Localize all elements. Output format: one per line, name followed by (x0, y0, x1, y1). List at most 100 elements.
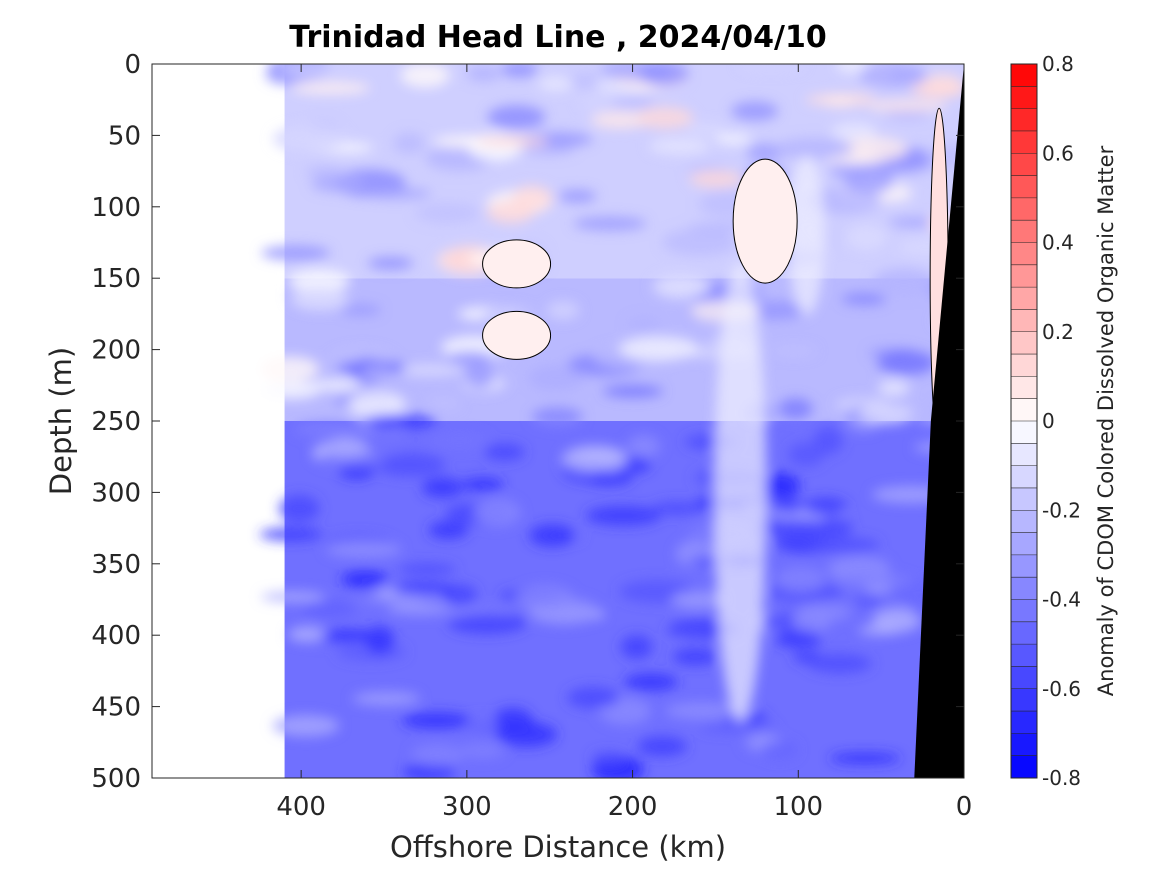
field-patch (272, 125, 348, 153)
colorbar-swatch (1011, 331, 1037, 355)
field-patch (672, 648, 719, 666)
field-patch (831, 122, 877, 142)
field-patch (585, 505, 662, 526)
colorbar-swatch (1011, 487, 1037, 511)
y-tick-label: 150 (91, 264, 141, 294)
field-patch (755, 518, 835, 538)
colorbar-swatch (1011, 309, 1037, 333)
chart-title: Trinidad Head Line , 2024/04/10 (289, 20, 826, 55)
colorbar-swatch (1011, 220, 1037, 243)
field-patch (365, 626, 395, 654)
colorbar-tick-label: -0.8 (1042, 766, 1081, 790)
field-patch (516, 584, 574, 612)
field-patch (877, 350, 936, 376)
field-patch (689, 170, 744, 188)
x-tick-label: 0 (956, 792, 973, 822)
colorbar-tick-label: 0.6 (1042, 141, 1074, 165)
field-patch (400, 64, 450, 88)
field-patch (352, 691, 421, 706)
field-patch (636, 107, 694, 129)
zero-contour-2 (482, 310, 552, 360)
field-patch (528, 364, 585, 391)
field-patch (774, 137, 854, 160)
x-tick-label: 400 (276, 792, 326, 822)
field-patch (272, 715, 340, 737)
y-axis-label: Depth (m) (44, 347, 78, 495)
field-patch (858, 403, 913, 425)
colorbar-swatch (1011, 621, 1037, 645)
colorbar-swatch (1011, 108, 1037, 132)
anomaly-field (259, 64, 964, 778)
y-tick-label: 450 (91, 693, 141, 723)
field-patch (529, 523, 576, 547)
field-patch (305, 166, 344, 177)
field-patch (279, 64, 336, 77)
field-patch (584, 470, 633, 486)
x-tick-label: 200 (608, 792, 658, 822)
y-axis-ticks: 0 50 100 150 200 250 300 350 400 450 500 (91, 50, 964, 794)
field-patch (844, 167, 895, 194)
field-patch (807, 653, 872, 674)
field-patch (486, 200, 534, 224)
y-tick-label: 250 (91, 407, 141, 437)
colorbar-swatch (1011, 510, 1037, 534)
field-patch (310, 379, 362, 392)
field-patch (662, 228, 739, 256)
field-patch (775, 630, 822, 648)
field-patch (648, 137, 710, 155)
field-patch (322, 629, 375, 643)
field-patch (778, 398, 813, 420)
colorbar-swatch (1011, 755, 1037, 779)
field-patch (340, 570, 389, 589)
field-patch (774, 499, 805, 514)
field-patch (496, 722, 558, 748)
x-tick-label: 300 (442, 792, 492, 822)
colorbar-swatch (1011, 354, 1037, 377)
field-patch (363, 427, 402, 455)
colorbar-swatch (1011, 554, 1037, 578)
field-patch (590, 111, 650, 129)
field-patch (464, 715, 499, 735)
field-patch (311, 175, 366, 193)
field-patch (651, 273, 707, 300)
colorbar-swatch (1011, 64, 1037, 87)
colorbar-swatch (1011, 153, 1037, 177)
field-patch (833, 573, 913, 589)
field-patch (558, 189, 597, 203)
field-patch (393, 132, 425, 154)
colorbar-tick-label: -0.6 (1042, 677, 1081, 701)
field-patch (361, 366, 391, 380)
field-patch (872, 268, 936, 296)
field-patch (387, 603, 452, 615)
field-patch (627, 317, 662, 333)
field-patch (375, 453, 446, 477)
colorbar-swatch (1011, 666, 1037, 690)
field-patch (325, 541, 402, 558)
y-tick-label: 350 (91, 550, 141, 580)
field-patch (699, 722, 777, 733)
zero-contour-1 (482, 239, 552, 289)
field-patch (651, 501, 703, 515)
field-patch (868, 99, 947, 113)
colorbar-tick-label: 0.8 (1042, 52, 1074, 76)
field-patch (620, 635, 653, 659)
field-patch (465, 363, 495, 389)
field-patch (392, 583, 454, 596)
field-patch (624, 673, 679, 691)
field-patch (447, 351, 493, 365)
field-patch (395, 364, 464, 376)
field-patch (818, 515, 853, 539)
field-patch (730, 101, 779, 121)
field-patch (760, 472, 800, 500)
field-patch (872, 607, 922, 633)
field-patch (287, 626, 328, 642)
field-patch (637, 736, 688, 757)
colorbar-swatch (1011, 376, 1037, 400)
field-patch (776, 567, 826, 593)
field-patch (362, 414, 438, 429)
colorbar-tick-label: -0.4 (1042, 588, 1081, 612)
field-patch (473, 499, 521, 527)
colorbar-swatch (1011, 599, 1037, 623)
field-patch (261, 380, 321, 399)
